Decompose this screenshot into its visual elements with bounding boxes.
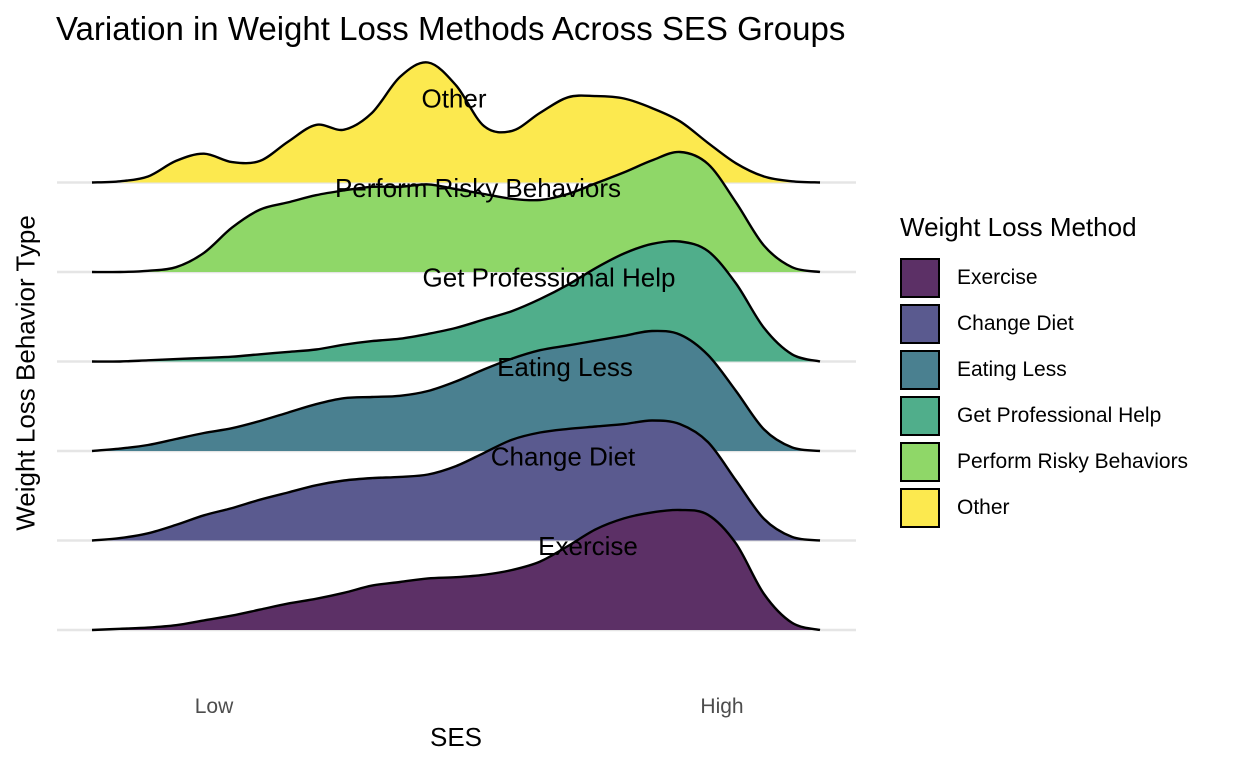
- legend-item: Perform Risky Behaviors: [900, 439, 1188, 485]
- ridge-outline: [91, 61, 821, 184]
- legend-label: Exercise: [957, 266, 1038, 289]
- legend-item: Get Professional Help: [900, 393, 1188, 439]
- legend-swatch: [900, 304, 940, 344]
- ridge-fill: [92, 420, 820, 541]
- ridges: [91, 61, 821, 632]
- ridge-labels: Exercise Change Diet Eating Less Get Profes…: [335, 84, 675, 562]
- ridge-label: Get Professional Help: [423, 263, 676, 293]
- ridge-fill: [92, 241, 820, 362]
- legend-swatch: [900, 258, 940, 298]
- legend-label: Perform Risky Behaviors: [957, 450, 1189, 473]
- ridge-label: Perform Risky Behaviors: [335, 173, 621, 203]
- legend-label: Other: [957, 496, 1010, 519]
- legend-label: Change Diet: [957, 312, 1074, 335]
- ridge-label: Change Diet: [491, 442, 636, 472]
- chart-title: Variation in Weight Loss Methods Across …: [56, 10, 846, 47]
- legend-swatch: [900, 488, 940, 528]
- legend-item: Change Diet: [900, 301, 1188, 347]
- ridge-other: [91, 61, 821, 184]
- x-tick-low: Low: [194, 695, 234, 718]
- legend-items: Exercise Change Diet Eating Less Get Profes…: [900, 255, 1188, 531]
- ridge-fill: [92, 62, 820, 183]
- ridge-outline: [91, 508, 821, 632]
- legend-item: Eating Less: [900, 347, 1188, 393]
- ridge-fill: [92, 151, 820, 273]
- ridge-outline: [91, 150, 821, 274]
- ridge-label: Exercise: [538, 531, 638, 561]
- y-axis-label: Weight Loss Behavior Type: [10, 215, 41, 531]
- ridge-label: Eating Less: [497, 352, 633, 382]
- legend-item: Exercise: [900, 255, 1188, 301]
- legend-swatch: [900, 442, 940, 482]
- legend-label: Get Professional Help: [957, 404, 1162, 427]
- legend-title: Weight Loss Method: [900, 212, 1137, 242]
- legend-swatch: [900, 350, 940, 390]
- ridge-outline: [91, 239, 821, 363]
- ridge-perform-risky-behaviors: [91, 150, 821, 274]
- legend: Weight Loss Method Exercise Change Diet Ea…: [900, 212, 1188, 531]
- ridge-change-diet: [91, 419, 821, 542]
- ridge-get-professional-help: [91, 239, 821, 363]
- legend-label: Eating Less: [957, 358, 1067, 381]
- x-tick-high: High: [700, 695, 744, 718]
- ridge-fill: [92, 509, 820, 630]
- ridge-label: Other: [421, 84, 486, 114]
- ridge-outline: [91, 419, 821, 542]
- x-axis-label: SES: [429, 722, 483, 752]
- ridge-outline: [91, 329, 821, 453]
- legend-swatch: [900, 396, 940, 436]
- legend-item: Other: [900, 485, 1188, 531]
- ridge-exercise: [91, 508, 821, 632]
